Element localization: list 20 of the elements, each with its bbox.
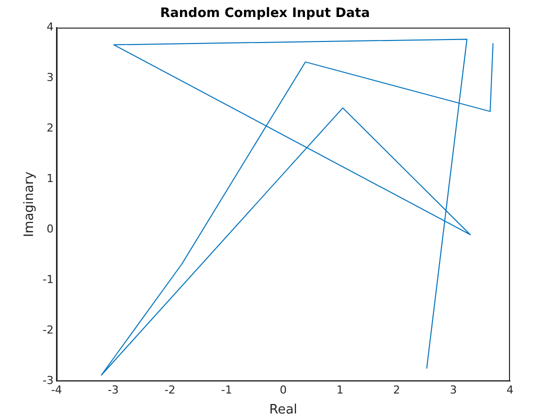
y-tick-label: -1 [42, 273, 54, 286]
chart-title: Random Complex Input Data [160, 6, 370, 22]
x-tick-label: -3 [108, 384, 119, 397]
x-tick-label: 3 [450, 384, 457, 397]
x-tick-label: -1 [221, 384, 232, 397]
x-axis-title: Real [269, 402, 298, 418]
y-tick-label: 2 [46, 121, 54, 134]
x-tick-label: 4 [506, 384, 514, 397]
y-tick-label: 3 [46, 70, 54, 84]
y-tick-label: 0 [46, 222, 54, 236]
y-axis-title: Imaginary [22, 171, 38, 238]
x-tick-label: 0 [280, 384, 287, 397]
y-tick-label: 4 [46, 20, 54, 34]
x-tick-label: 2 [393, 384, 400, 397]
x-tick-label: 1 [336, 384, 344, 397]
y-tick-label: -2 [42, 324, 54, 337]
y-tick-label: -3 [42, 374, 54, 388]
x-tick-label: -2 [164, 384, 176, 397]
y-tick-label: 1 [46, 172, 54, 185]
x-tick-label: -4 [51, 384, 62, 397]
